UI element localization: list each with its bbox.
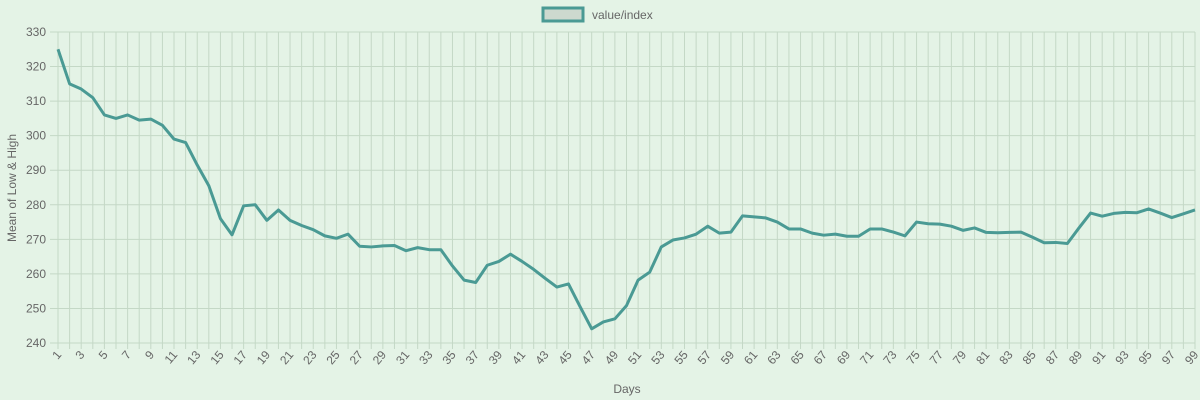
- x-tick-label: 31: [393, 348, 413, 367]
- x-tick-label: 1: [49, 348, 64, 362]
- x-tick-label: 13: [184, 348, 204, 367]
- x-tick-label: 51: [625, 348, 645, 367]
- y-tick-label: 320: [26, 60, 46, 74]
- y-tick-label: 290: [26, 163, 46, 177]
- x-tick-label: 29: [370, 348, 390, 367]
- legend-label: value/index: [592, 8, 653, 22]
- x-tick-label: 63: [764, 348, 784, 367]
- x-tick-label: 9: [142, 348, 157, 362]
- x-tick-label: 69: [834, 348, 854, 367]
- x-tick-label: 23: [300, 348, 320, 367]
- x-tick-label: 75: [904, 348, 924, 367]
- x-tick-label: 3: [72, 348, 87, 362]
- x-tick-label: 87: [1043, 348, 1063, 367]
- x-tick-label: 21: [277, 348, 297, 367]
- x-tick-label: 83: [996, 348, 1016, 367]
- x-tick-label: 71: [857, 348, 877, 367]
- x-tick-label: 19: [254, 348, 274, 367]
- x-tick-label: 27: [347, 348, 367, 367]
- y-axis-title: Mean of Low & High: [5, 134, 19, 242]
- x-tick-label: 15: [207, 348, 227, 367]
- y-tick-label: 260: [26, 267, 46, 281]
- y-tick-label: 250: [26, 301, 46, 315]
- x-tick-label: 77: [927, 348, 947, 367]
- x-tick-label: 93: [1112, 348, 1132, 367]
- x-tick-label: 67: [811, 348, 831, 367]
- x-tick-label: 57: [695, 348, 715, 367]
- x-tick-label: 53: [648, 348, 668, 367]
- x-tick-label: 47: [579, 348, 599, 367]
- x-tick-label: 25: [323, 348, 343, 367]
- x-tick-label: 81: [973, 348, 993, 367]
- x-tick-label: 73: [880, 348, 900, 367]
- legend-swatch: [541, 6, 585, 23]
- x-tick-label: 65: [788, 348, 808, 367]
- x-tick-label: 89: [1066, 348, 1086, 367]
- x-tick-label: 55: [671, 348, 691, 367]
- x-tick-label: 35: [439, 348, 459, 367]
- x-tick-label: 45: [555, 348, 575, 367]
- y-tick-label: 300: [26, 129, 46, 143]
- x-tick-label: 33: [416, 348, 436, 367]
- data-line: [56, 48, 1196, 331]
- y-tick-label: 240: [26, 336, 46, 350]
- y-tick-label: 310: [26, 94, 46, 108]
- x-tick-label: 17: [231, 348, 251, 367]
- x-tick-label: 61: [741, 348, 761, 367]
- y-tick-label: 280: [26, 198, 46, 212]
- x-tick-label: 97: [1159, 348, 1179, 367]
- x-tick-label: 95: [1136, 348, 1156, 367]
- x-tick-label: 43: [532, 348, 552, 367]
- x-tick-label: 41: [509, 348, 529, 367]
- x-tick-label: 85: [1020, 348, 1040, 367]
- x-tick-label: 91: [1089, 348, 1109, 367]
- x-tick-label: 11: [162, 348, 181, 367]
- x-tick-label: 5: [96, 348, 111, 362]
- x-tick-label: 59: [718, 348, 738, 367]
- y-tick-label: 270: [26, 232, 46, 246]
- x-tick-label: 39: [486, 348, 506, 367]
- x-tick-label: 7: [119, 348, 134, 362]
- y-tick-label: 330: [26, 25, 46, 39]
- x-tick-label: 79: [950, 348, 970, 367]
- x-tick-label: 99: [1182, 348, 1200, 367]
- x-tick-label: 37: [463, 348, 483, 367]
- x-axis-title: Days: [613, 382, 640, 396]
- x-tick-label: 49: [602, 348, 622, 367]
